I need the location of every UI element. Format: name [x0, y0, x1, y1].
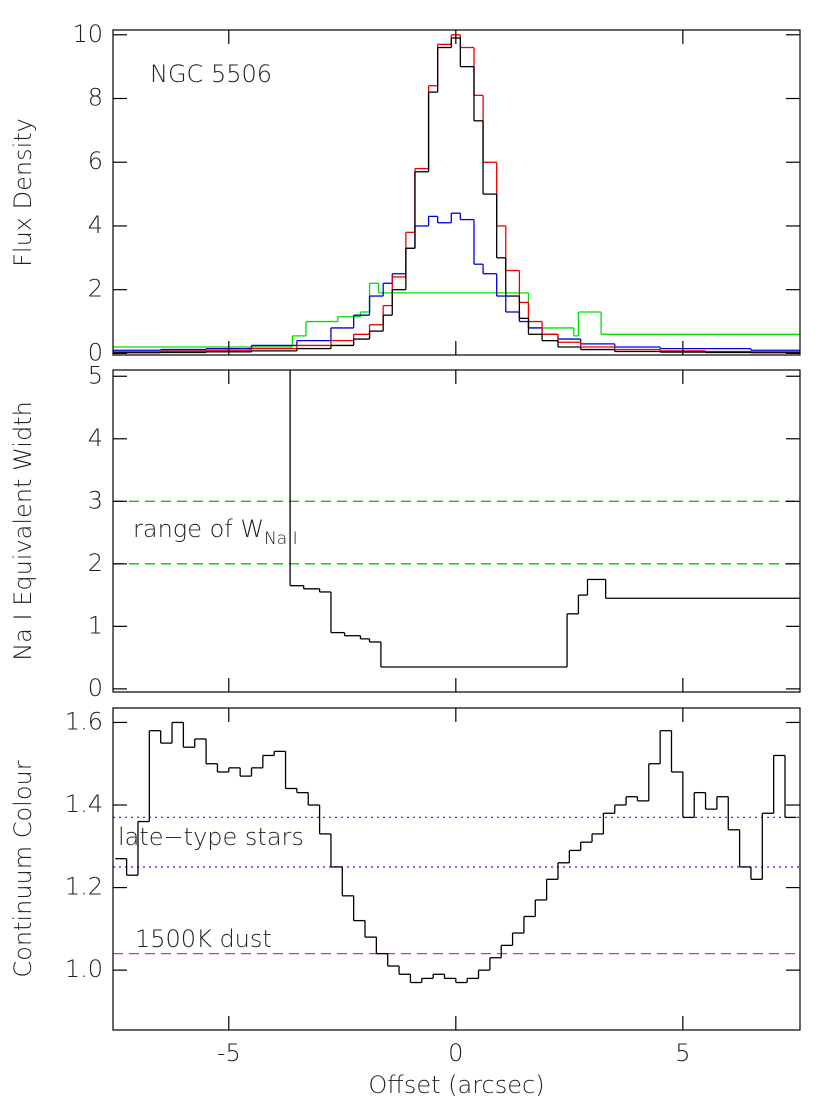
axes-frame [112, 369, 801, 693]
y-tick-label: 1.2 [65, 873, 103, 901]
y-tick-label: 1.4 [65, 790, 103, 818]
x-tick-label: 5 [675, 1039, 690, 1067]
y-axis-label: Flux Density [9, 118, 37, 267]
axes-frame [112, 707, 801, 1031]
y-axis-label: Continuum Colour [9, 760, 37, 977]
annotation: late−type stars [118, 823, 304, 851]
y-tick-label: 3 [88, 486, 103, 514]
y-tick-label: 0 [88, 674, 103, 702]
x-tick-label: 0 [448, 1039, 463, 1067]
x-tick-label: -5 [217, 1039, 241, 1067]
annotation-subscript: Na I [264, 529, 298, 549]
y-tick-label: 0 [88, 338, 103, 366]
annotation: range of WNa I [133, 515, 298, 549]
y-tick-label: 2 [88, 549, 103, 577]
y-tick-label: 1.0 [65, 955, 103, 983]
y-axis-label: Na I Equivalent Width [9, 401, 37, 661]
annotation: 1500K dust [135, 925, 272, 953]
y-tick-label: 5 [88, 361, 103, 389]
x-axis-label: Offset (arcsec) [368, 1071, 544, 1099]
axes-frame [112, 29, 801, 356]
y-tick-label: 8 [88, 84, 103, 112]
y-tick-label: 2 [88, 275, 103, 303]
plot-area [113, 370, 800, 668]
y-tick-label: 6 [88, 147, 103, 175]
annotation: NGC 5506 [150, 60, 272, 88]
y-tick-label: 4 [88, 424, 103, 452]
plot-area [113, 721, 800, 984]
y-tick-label: 1.6 [65, 707, 103, 735]
y-tick-label: 1 [88, 611, 103, 639]
y-tick-label: 4 [88, 211, 103, 239]
y-tick-label: 10 [72, 20, 103, 48]
plot-area [113, 34, 800, 354]
